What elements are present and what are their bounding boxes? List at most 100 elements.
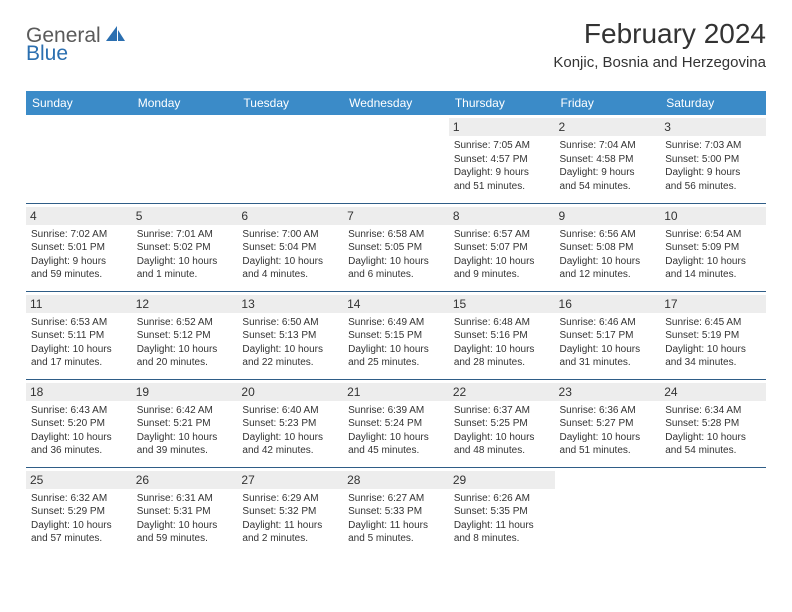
sunset-text: Sunset: 5:28 PM	[665, 417, 761, 431]
daylight-text: Daylight: 10 hours	[348, 343, 444, 357]
day-number: 4	[26, 207, 132, 225]
day-number: 26	[132, 471, 238, 489]
daylight-text: and 5 minutes.	[348, 532, 444, 546]
daylight-text: and 28 minutes.	[454, 356, 550, 370]
sunrise-text: Sunrise: 6:29 AM	[242, 492, 338, 506]
sunset-text: Sunset: 5:04 PM	[242, 241, 338, 255]
day-number: 1	[449, 118, 555, 136]
sunrise-text: Sunrise: 6:31 AM	[137, 492, 233, 506]
title-block: February 2024 Konjic, Bosnia and Herzego…	[553, 18, 766, 71]
daylight-text: and 1 minute.	[137, 268, 233, 282]
sunset-text: Sunset: 5:02 PM	[137, 241, 233, 255]
calendar-cell: .	[237, 115, 343, 203]
day-number: 6	[237, 207, 343, 225]
calendar-header-row: SundayMondayTuesdayWednesdayThursdayFrid…	[26, 91, 766, 115]
daylight-text: Daylight: 10 hours	[454, 343, 550, 357]
day-number: 24	[660, 383, 766, 401]
calendar-cell: .	[26, 115, 132, 203]
daylight-text: and 59 minutes.	[31, 268, 127, 282]
day-number: 29	[449, 471, 555, 489]
daylight-text: and 4 minutes.	[242, 268, 338, 282]
sunrise-text: Sunrise: 6:48 AM	[454, 316, 550, 330]
daylight-text: Daylight: 10 hours	[31, 519, 127, 533]
daylight-text: and 20 minutes.	[137, 356, 233, 370]
daylight-text: Daylight: 10 hours	[560, 255, 656, 269]
daylight-text: and 59 minutes.	[137, 532, 233, 546]
day-number: 15	[449, 295, 555, 313]
daylight-text: and 14 minutes.	[665, 268, 761, 282]
sunrise-text: Sunrise: 6:26 AM	[454, 492, 550, 506]
sunrise-text: Sunrise: 6:39 AM	[348, 404, 444, 418]
day-header: Wednesday	[343, 91, 449, 115]
sunrise-text: Sunrise: 7:00 AM	[242, 228, 338, 242]
daylight-text: and 2 minutes.	[242, 532, 338, 546]
daylight-text: Daylight: 10 hours	[31, 343, 127, 357]
page-subtitle: Konjic, Bosnia and Herzegovina	[553, 54, 766, 71]
day-number: 10	[660, 207, 766, 225]
calendar-cell: 25Sunrise: 6:32 AMSunset: 5:29 PMDayligh…	[26, 467, 132, 555]
daylight-text: Daylight: 10 hours	[348, 431, 444, 445]
sunset-text: Sunset: 5:08 PM	[560, 241, 656, 255]
calendar-cell: .	[660, 467, 766, 555]
sunrise-text: Sunrise: 6:54 AM	[665, 228, 761, 242]
day-number: 28	[343, 471, 449, 489]
daylight-text: Daylight: 10 hours	[137, 519, 233, 533]
calendar-cell: 19Sunrise: 6:42 AMSunset: 5:21 PMDayligh…	[132, 379, 238, 467]
daylight-text: and 56 minutes.	[665, 180, 761, 194]
sunrise-text: Sunrise: 7:05 AM	[454, 139, 550, 153]
sunrise-text: Sunrise: 6:27 AM	[348, 492, 444, 506]
sunset-text: Sunset: 5:00 PM	[665, 153, 761, 167]
day-number: 2	[555, 118, 661, 136]
daylight-text: Daylight: 10 hours	[242, 431, 338, 445]
calendar-cell: 4Sunrise: 7:02 AMSunset: 5:01 PMDaylight…	[26, 203, 132, 291]
daylight-text: Daylight: 9 hours	[31, 255, 127, 269]
calendar-cell: 14Sunrise: 6:49 AMSunset: 5:15 PMDayligh…	[343, 291, 449, 379]
day-number: 5	[132, 207, 238, 225]
day-number: 3	[660, 118, 766, 136]
header: General February 2024 Konjic, Bosnia and…	[26, 18, 766, 71]
daylight-text: Daylight: 10 hours	[560, 343, 656, 357]
day-number: 12	[132, 295, 238, 313]
calendar-cell: 5Sunrise: 7:01 AMSunset: 5:02 PMDaylight…	[132, 203, 238, 291]
daylight-text: Daylight: 11 hours	[242, 519, 338, 533]
sunset-text: Sunset: 5:01 PM	[31, 241, 127, 255]
calendar-cell: 27Sunrise: 6:29 AMSunset: 5:32 PMDayligh…	[237, 467, 343, 555]
day-number: 22	[449, 383, 555, 401]
calendar-cell: 29Sunrise: 6:26 AMSunset: 5:35 PMDayligh…	[449, 467, 555, 555]
day-header: Thursday	[449, 91, 555, 115]
sunset-text: Sunset: 5:12 PM	[137, 329, 233, 343]
calendar-cell: .	[555, 467, 661, 555]
daylight-text: and 54 minutes.	[665, 444, 761, 458]
sunset-text: Sunset: 5:05 PM	[348, 241, 444, 255]
calendar-cell: 23Sunrise: 6:36 AMSunset: 5:27 PMDayligh…	[555, 379, 661, 467]
sunset-text: Sunset: 5:27 PM	[560, 417, 656, 431]
daylight-text: Daylight: 10 hours	[348, 255, 444, 269]
logo-blue-text-wrap: Blue	[26, 42, 68, 66]
daylight-text: Daylight: 10 hours	[454, 431, 550, 445]
logo-text-blue: Blue	[26, 42, 68, 65]
daylight-text: and 25 minutes.	[348, 356, 444, 370]
daylight-text: Daylight: 10 hours	[560, 431, 656, 445]
sunrise-text: Sunrise: 6:52 AM	[137, 316, 233, 330]
sunset-text: Sunset: 5:15 PM	[348, 329, 444, 343]
sunrise-text: Sunrise: 6:58 AM	[348, 228, 444, 242]
calendar-cell: 1Sunrise: 7:05 AMSunset: 4:57 PMDaylight…	[449, 115, 555, 203]
sunrise-text: Sunrise: 6:37 AM	[454, 404, 550, 418]
sunset-text: Sunset: 4:58 PM	[560, 153, 656, 167]
sunset-text: Sunset: 5:29 PM	[31, 505, 127, 519]
sunrise-text: Sunrise: 6:57 AM	[454, 228, 550, 242]
daylight-text: Daylight: 9 hours	[560, 166, 656, 180]
calendar-cell: 22Sunrise: 6:37 AMSunset: 5:25 PMDayligh…	[449, 379, 555, 467]
daylight-text: Daylight: 10 hours	[137, 431, 233, 445]
calendar-cell: 12Sunrise: 6:52 AMSunset: 5:12 PMDayligh…	[132, 291, 238, 379]
sunrise-text: Sunrise: 6:53 AM	[31, 316, 127, 330]
sunrise-text: Sunrise: 6:32 AM	[31, 492, 127, 506]
calendar-cell: 15Sunrise: 6:48 AMSunset: 5:16 PMDayligh…	[449, 291, 555, 379]
day-header: Monday	[132, 91, 238, 115]
daylight-text: and 57 minutes.	[31, 532, 127, 546]
daylight-text: and 51 minutes.	[560, 444, 656, 458]
sunset-text: Sunset: 5:32 PM	[242, 505, 338, 519]
daylight-text: and 17 minutes.	[31, 356, 127, 370]
calendar-cell: 2Sunrise: 7:04 AMSunset: 4:58 PMDaylight…	[555, 115, 661, 203]
sunrise-text: Sunrise: 6:45 AM	[665, 316, 761, 330]
